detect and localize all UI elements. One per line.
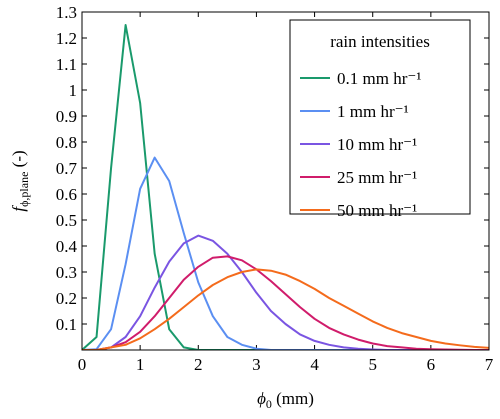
series-line (82, 268, 489, 350)
x-tick-label: 5 (368, 355, 377, 374)
legend-label: 0.1 mm hr⁻¹ (337, 69, 421, 88)
x-label-unit: (mm) (272, 389, 314, 408)
legend-label: 25 mm hr⁻¹ (337, 168, 417, 187)
legend-label: 10 mm hr⁻¹ (337, 135, 417, 154)
x-tick-label: 0 (78, 355, 87, 374)
series-line (82, 255, 489, 350)
y-tick-label: 1.2 (56, 29, 77, 48)
x-tick-label: 3 (252, 355, 261, 374)
y-label-symbol: f (9, 205, 28, 212)
series-line (82, 24, 489, 350)
x-axis-label: ϕ0 (mm) (257, 389, 314, 411)
legend-title: rain intensities (330, 32, 430, 51)
y-tick-label: 1.3 (56, 3, 77, 22)
y-tick-label: 1.1 (56, 55, 77, 74)
y-tick-label: 0.2 (56, 289, 77, 308)
y-axis-label: fϕ,plane (-) (9, 150, 31, 211)
y-tick-label: 0.5 (56, 211, 77, 230)
y-tick-label: 0.4 (56, 237, 78, 256)
y-tick-label: 0.7 (56, 159, 78, 178)
y-tick-label: 1 (69, 81, 78, 100)
x-tick-label: 4 (310, 355, 319, 374)
y-tick-label: 0.6 (56, 185, 77, 204)
series-line (82, 156, 489, 350)
x-tick-label: 2 (194, 355, 203, 374)
y-tick-label: 0.9 (56, 107, 77, 126)
y-tick-label: 0.8 (56, 133, 77, 152)
x-label-symbol: ϕ (257, 389, 266, 408)
legend-box (289, 19, 471, 215)
plot-frame (81, 11, 490, 351)
legend-label: 50 mm hr⁻¹ (337, 201, 417, 220)
y-label-sub: ϕ,plane (17, 172, 31, 207)
y-tick-label: 0.3 (56, 263, 77, 282)
x-tick-label: 6 (427, 355, 436, 374)
x-tick-label: 7 (485, 355, 494, 374)
x-tick-label: 1 (136, 355, 145, 374)
y-tick-label: 0.1 (56, 315, 77, 334)
legend-label: 1 mm hr⁻¹ (337, 102, 409, 121)
series-line (82, 234, 489, 350)
y-label-unit: (-) (9, 150, 28, 171)
x-label-sub: 0 (266, 397, 272, 411)
